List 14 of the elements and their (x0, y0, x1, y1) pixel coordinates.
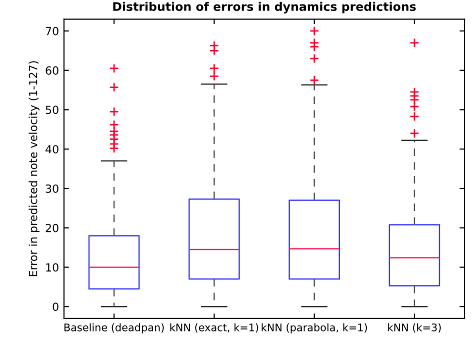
y-tick-label: 70 (46, 26, 58, 36)
y-tick-label: 10 (46, 263, 58, 272)
x-tick-label: Baseline (deadpan) (64, 323, 164, 334)
chart-title: Distribution of errors in dynamics predictions (113, 2, 416, 14)
x-tick-label: kNN (exact, k=1) (170, 323, 258, 333)
y-tick-label: 30 (46, 184, 58, 193)
y-tick-label: 50 (46, 106, 58, 114)
x-tick-label: kNN (parabola, k=1) (262, 323, 367, 334)
y-tick-label: 20 (46, 224, 58, 232)
x-tick-label: kNN (k=3) (388, 323, 441, 333)
y-tick-label: 60 (46, 66, 58, 75)
y-tick-label: 0 (52, 302, 58, 311)
y-axis-title: Error in predicted note velocity (1-127) (28, 61, 40, 276)
y-tick-label: 40 (46, 145, 58, 154)
